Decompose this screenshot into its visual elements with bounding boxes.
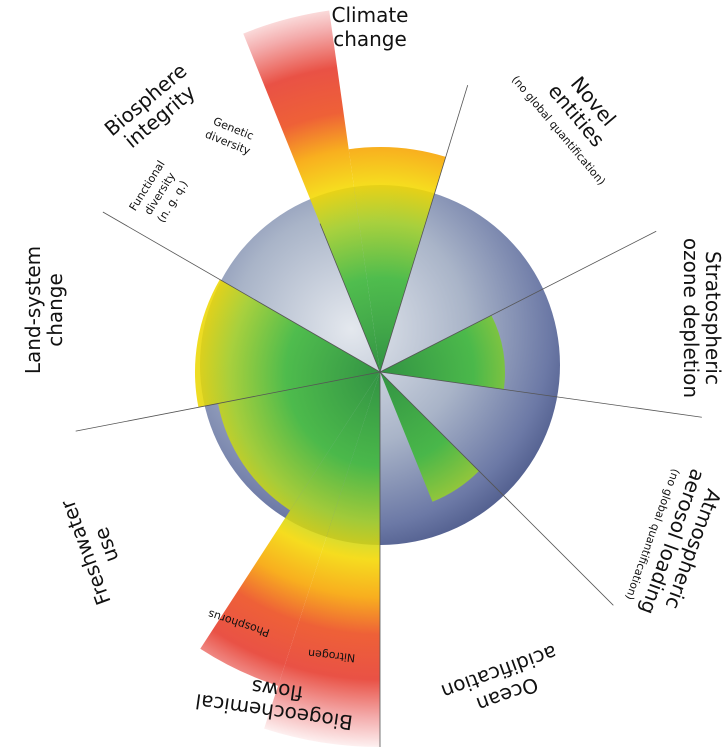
divider	[75, 371, 381, 432]
ozone-label: Stratospheric ozone depletion	[679, 238, 725, 398]
label: Climate	[332, 3, 409, 27]
divider	[102, 211, 381, 373]
divider	[319, 223, 381, 373]
ocean-label: Ocean acidification	[438, 640, 560, 717]
divider	[379, 371, 614, 606]
functional-label: Functional diversity (n. g. q.)	[127, 158, 191, 225]
climate-label: Climate change	[332, 3, 409, 51]
wedge	[200, 372, 380, 686]
dividers	[75, 84, 702, 747]
freshwater-label: Freshwater use	[55, 496, 123, 609]
wedge	[195, 279, 380, 408]
aerosol-label: Atmospheric aerosol loading (no global q…	[623, 466, 726, 618]
wedges	[195, 10, 505, 747]
land-label: Land-system change	[21, 246, 67, 374]
novel-label: Novel entities (no global quantification…	[509, 72, 621, 188]
divider	[379, 84, 469, 373]
genetic-label: Genetic diversity	[203, 115, 255, 158]
wedge	[380, 315, 505, 390]
label: change	[43, 273, 67, 347]
wedge	[380, 372, 479, 502]
divider	[379, 230, 657, 373]
label: change	[333, 27, 407, 51]
label: Stratospheric	[701, 251, 725, 385]
sub-label: Nitrogen	[307, 647, 355, 665]
wedge	[348, 147, 446, 372]
label: Land-system	[21, 246, 45, 374]
wedge	[264, 372, 380, 747]
wedge	[243, 10, 380, 372]
label: ozone depletion	[679, 238, 703, 398]
divider	[379, 371, 702, 418]
biosphere-label: Biosphere integrity	[100, 58, 200, 152]
wedge	[218, 372, 380, 511]
